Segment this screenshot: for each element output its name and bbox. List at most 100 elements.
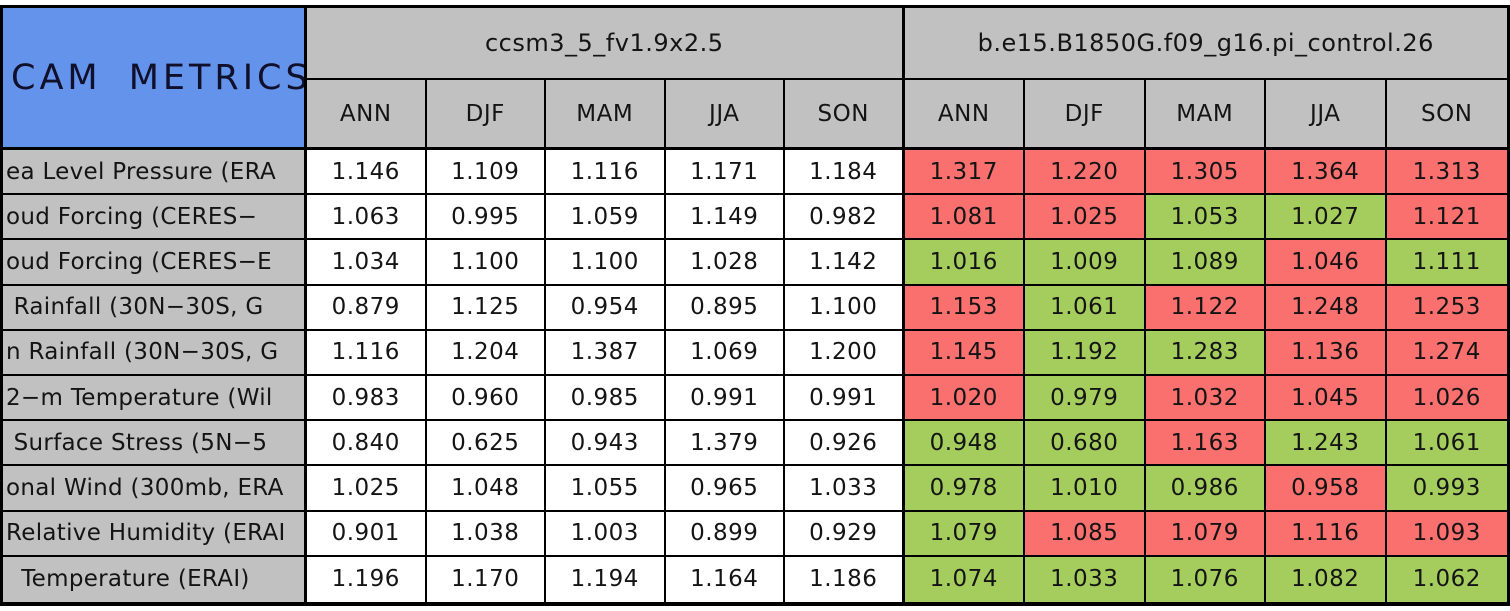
metric-value-cell: 1.142	[785, 240, 905, 286]
metric-row-label: oud Forcing (CERES−E	[3, 240, 307, 286]
metrics-table: CAM METRICS ccsm3_5_fv1.9x2.5 b.e15.B185…	[0, 5, 1510, 606]
metric-value-cell: 1.379	[665, 421, 785, 467]
metric-value-cell: 1.200	[785, 330, 905, 376]
metric-value-cell: 1.048	[426, 466, 546, 512]
metric-value-cell: 0.840	[307, 421, 427, 467]
metric-value-cell: 1.109	[426, 150, 546, 196]
metric-value-cell: 1.253	[1386, 285, 1507, 331]
metric-value-cell: 1.079	[904, 511, 1025, 557]
metric-value-cell: 0.958	[1266, 466, 1387, 512]
metric-value-cell: 0.983	[307, 375, 427, 422]
metric-value-cell: 0.978	[904, 466, 1025, 512]
metric-value-cell: 1.248	[1266, 285, 1387, 331]
metric-value-cell: 1.184	[785, 150, 905, 196]
metric-value-cell: 1.026	[1386, 375, 1507, 422]
metric-value-cell: 0.979	[1025, 375, 1146, 422]
metric-value-cell: 1.136	[1266, 330, 1387, 376]
metric-row-label: onal Wind (300mb, ERA	[3, 466, 307, 512]
metric-value-cell: 1.025	[1025, 195, 1146, 241]
metric-value-cell: 0.895	[665, 285, 785, 331]
metric-value-cell: 1.283	[1145, 330, 1266, 376]
metric-value-cell: 0.986	[1145, 466, 1266, 512]
metric-value-cell: 0.991	[665, 375, 785, 422]
metric-value-cell: 0.879	[307, 285, 427, 331]
metric-value-cell: 1.032	[1145, 375, 1266, 422]
metric-value-cell: 1.059	[546, 195, 666, 241]
metric-value-cell: 1.274	[1386, 330, 1507, 376]
metric-value-cell: 1.111	[1386, 240, 1507, 286]
season-header-son-1: SON	[785, 80, 905, 150]
metric-value-cell: 0.954	[546, 285, 666, 331]
metric-row-label: 2−m Temperature (Wil	[3, 375, 307, 422]
metric-row-label: n Rainfall (30N−30S, G	[3, 330, 307, 376]
metric-value-cell: 1.163	[1145, 421, 1266, 467]
metric-value-cell: 1.196	[307, 556, 427, 602]
season-header-djf-1: DJF	[426, 80, 546, 150]
season-header-son-2: SON	[1386, 80, 1507, 150]
metric-value-cell: 1.387	[546, 330, 666, 376]
metric-value-cell: 1.010	[1025, 466, 1146, 512]
metric-value-cell: 0.943	[546, 421, 666, 467]
metric-value-cell: 1.170	[426, 556, 546, 602]
metric-value-cell: 1.145	[904, 330, 1025, 376]
metric-row-label: Relative Humidity (ERAI	[3, 511, 307, 557]
metric-value-cell: 1.122	[1145, 285, 1266, 331]
metric-value-cell: 1.034	[307, 240, 427, 286]
metric-value-cell: 1.081	[904, 195, 1025, 241]
metric-value-cell: 1.116	[1266, 511, 1387, 557]
season-header-ann-1: ANN	[307, 80, 427, 150]
season-header-mam-1: MAM	[546, 80, 666, 150]
metric-row-label: Temperature (ERAI)	[3, 556, 307, 602]
metric-value-cell: 1.020	[904, 375, 1025, 422]
metric-value-cell: 1.125	[426, 285, 546, 331]
metric-value-cell: 1.243	[1266, 421, 1387, 467]
metric-value-cell: 0.901	[307, 511, 427, 557]
metric-value-cell: 1.194	[546, 556, 666, 602]
metric-value-cell: 1.204	[426, 330, 546, 376]
metric-value-cell: 1.100	[546, 240, 666, 286]
model-run-header-2: b.e15.B1850G.f09_g16.pi_control.26	[904, 8, 1507, 80]
metric-value-cell: 1.033	[785, 466, 905, 512]
metric-value-cell: 1.045	[1266, 375, 1387, 422]
metric-value-cell: 0.985	[546, 375, 666, 422]
metric-value-cell: 0.899	[665, 511, 785, 557]
metric-value-cell: 0.625	[426, 421, 546, 467]
metric-value-cell: 0.680	[1025, 421, 1146, 467]
metric-value-cell: 1.063	[307, 195, 427, 241]
metric-value-cell: 1.164	[665, 556, 785, 602]
metric-value-cell: 1.016	[904, 240, 1025, 286]
metric-value-cell: 1.093	[1386, 511, 1507, 557]
metric-value-cell: 1.028	[665, 240, 785, 286]
metric-value-cell: 1.061	[1386, 421, 1507, 467]
metric-value-cell: 1.082	[1266, 556, 1387, 602]
metric-value-cell: 1.076	[1145, 556, 1266, 602]
metric-value-cell: 1.027	[1266, 195, 1387, 241]
metric-value-cell: 0.982	[785, 195, 905, 241]
metric-row-label: ea Level Pressure (ERA	[3, 150, 307, 196]
metric-value-cell: 1.116	[307, 330, 427, 376]
metric-value-cell: 1.364	[1266, 150, 1387, 196]
metric-row-label: Surface Stress (5N−5	[3, 421, 307, 467]
metric-value-cell: 1.085	[1025, 511, 1146, 557]
metric-value-cell: 1.079	[1145, 511, 1266, 557]
model-run-header-1: ccsm3_5_fv1.9x2.5	[307, 8, 905, 80]
metric-value-cell: 0.991	[785, 375, 905, 422]
metric-value-cell: 0.960	[426, 375, 546, 422]
metric-value-cell: 1.046	[1266, 240, 1387, 286]
metric-value-cell: 1.053	[1145, 195, 1266, 241]
metric-value-cell: 1.186	[785, 556, 905, 602]
metric-value-cell: 1.033	[1025, 556, 1146, 602]
metric-value-cell: 1.038	[426, 511, 546, 557]
metric-value-cell: 1.317	[904, 150, 1025, 196]
metric-value-cell: 1.069	[665, 330, 785, 376]
metric-row-label: oud Forcing (CERES−	[3, 195, 307, 241]
metric-value-cell: 1.061	[1025, 285, 1146, 331]
metric-value-cell: 1.062	[1386, 556, 1507, 602]
season-header-djf-2: DJF	[1025, 80, 1146, 150]
metric-value-cell: 1.121	[1386, 195, 1507, 241]
metric-value-cell: 1.220	[1025, 150, 1146, 196]
season-header-mam-2: MAM	[1145, 80, 1266, 150]
metric-value-cell: 1.074	[904, 556, 1025, 602]
season-header-jja-2: JJA	[1266, 80, 1387, 150]
